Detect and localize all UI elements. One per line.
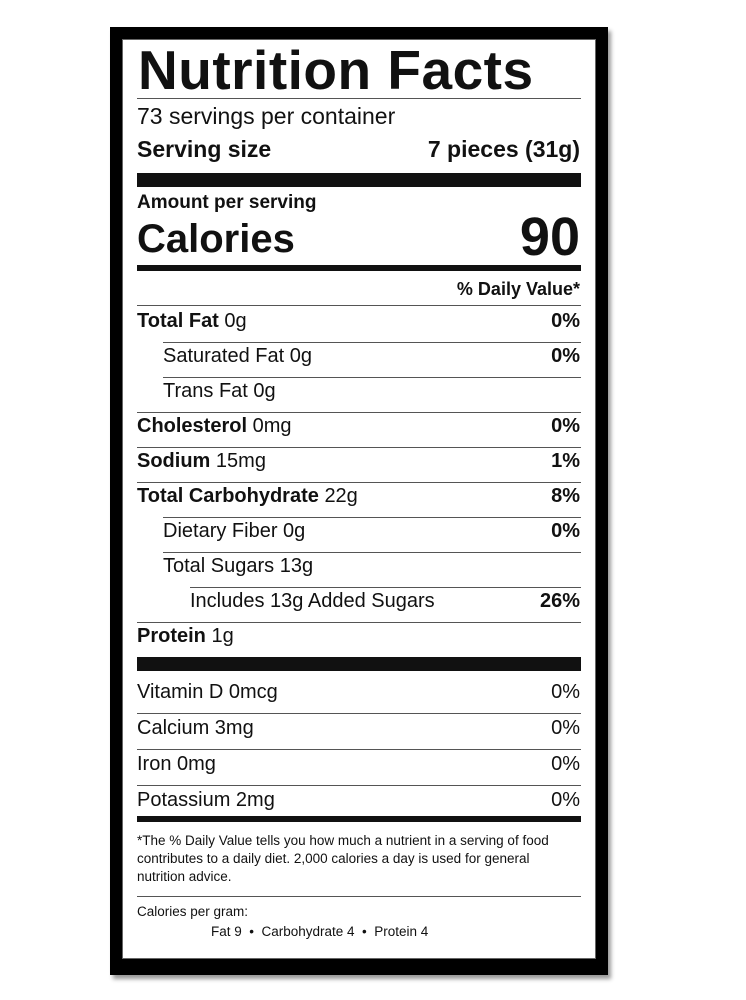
divider [137, 447, 581, 448]
calories-per-gram-label: Calories per gram: [137, 904, 249, 919]
nutrient-daily-value: 0% [551, 415, 580, 437]
label-inner-panel [122, 39, 596, 959]
divider [163, 517, 581, 518]
nutrient-daily-value: 1% [551, 450, 580, 472]
vitamin-daily-value: 0% [551, 789, 580, 811]
divider [163, 377, 581, 378]
vitamin-name: Calcium 3mg [137, 717, 254, 739]
nutrient-daily-value: 0% [551, 345, 580, 367]
nutrient-daily-value: 8% [551, 485, 580, 507]
nutrient-name: Sodium 15mg [137, 450, 266, 473]
nutrient-amount: 22g [324, 485, 358, 507]
divider [137, 785, 581, 786]
nutrient-name: Protein 1g [137, 625, 234, 648]
nutrient-name: Saturated Fat 0g [163, 345, 312, 368]
nutrient-amount: 0mg [252, 415, 292, 437]
vitamin-daily-value: 0% [551, 681, 580, 703]
nutrient-daily-value: 0% [551, 310, 580, 332]
nutrient-label: Includes 13g Added Sugars [190, 590, 435, 612]
nutrient-label: Total Sugars [163, 555, 275, 577]
vitamin-name: Iron 0mg [137, 753, 216, 775]
nutrient-name: Total Carbohydrate 22g [137, 485, 358, 508]
divider [137, 896, 581, 897]
nutrient-label: Sodium [137, 450, 211, 472]
divider [190, 587, 581, 588]
divider [137, 412, 581, 413]
nutrient-name: Includes 13g Added Sugars [190, 590, 435, 613]
divider [137, 98, 581, 99]
vitamin-name: Vitamin D 0mcg [137, 681, 278, 703]
vitamin-name: Potassium 2mg [137, 789, 275, 811]
vitamin-daily-value: 0% [551, 717, 580, 739]
nutrient-name: Trans Fat 0g [163, 380, 276, 403]
nutrient-name: Dietary Fiber 0g [163, 520, 305, 543]
calories-value: 90 [519, 207, 580, 267]
nutrient-name: Total Fat 0g [137, 310, 247, 333]
divider [163, 552, 581, 553]
daily-value-header: % Daily Value* [456, 279, 580, 299]
divider [163, 342, 581, 343]
nutrient-amount: 13g [279, 555, 314, 577]
nutrient-label: Dietary Fiber [163, 520, 278, 542]
calories-label: Calories [137, 217, 295, 261]
thick-divider [137, 657, 581, 671]
serving-size-label: Serving size [137, 136, 272, 162]
thick-divider [137, 173, 581, 187]
divider [137, 749, 581, 750]
nutrient-amount: 0g [224, 310, 247, 332]
medium-divider [137, 265, 581, 271]
divider [137, 622, 581, 623]
nutrient-name: Cholesterol 0mg [137, 415, 292, 438]
serving-size-value: 7 pieces (31g) [427, 136, 580, 162]
footnote: *The % Daily Value tells you how much a … [137, 833, 549, 884]
nutrient-label: Trans Fat [163, 380, 248, 402]
nutrient-daily-value: 0% [551, 520, 580, 542]
divider [137, 713, 581, 714]
label-title: Nutrition Facts [138, 39, 534, 101]
nutrient-label: Total Carbohydrate [137, 485, 319, 507]
divider [137, 305, 581, 306]
nutrient-amount: 0g [253, 380, 276, 402]
amount-per-serving: Amount per serving [137, 192, 317, 213]
servings-per-container: 73 servings per container [137, 103, 396, 129]
nutrient-daily-value: 26% [539, 590, 580, 612]
nutrient-amount: 0g [283, 520, 306, 542]
divider [137, 482, 581, 483]
nutrient-amount: 0g [289, 345, 312, 367]
nutrient-amount: 15mg [215, 450, 266, 472]
nutrient-amount: 1g [211, 625, 234, 647]
nutrient-label: Saturated Fat [163, 345, 285, 367]
nutrient-label: Protein [137, 625, 206, 647]
nutrient-label: Total Fat [137, 310, 219, 332]
nutrient-name: Total Sugars 13g [163, 555, 313, 578]
calories-per-gram-values: Fat 9 • Carbohydrate 4 • Protein 4 [211, 924, 429, 939]
medium-divider [137, 816, 581, 822]
vitamin-daily-value: 0% [551, 753, 580, 775]
nutrient-label: Cholesterol [137, 415, 248, 437]
